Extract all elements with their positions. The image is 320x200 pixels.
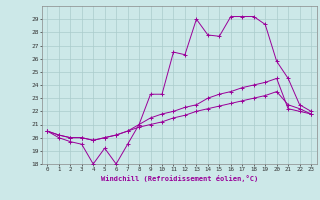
- X-axis label: Windchill (Refroidissement éolien,°C): Windchill (Refroidissement éolien,°C): [100, 175, 258, 182]
